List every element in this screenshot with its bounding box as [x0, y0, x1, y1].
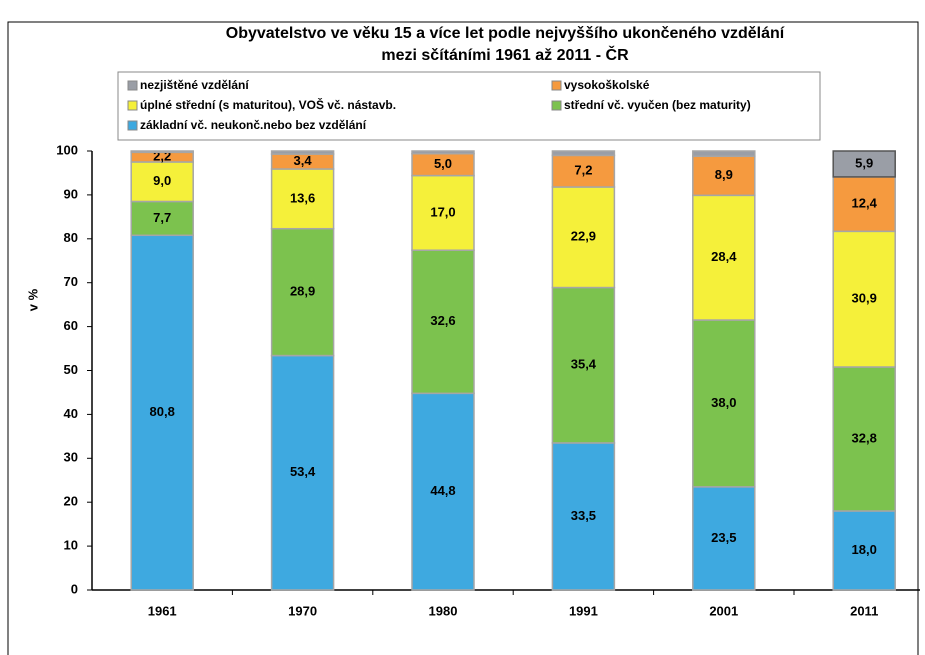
- legend-label: vysokoškolské: [564, 78, 650, 92]
- chart-subtitle: mezi sčítáními 1961 až 2011 - ČR: [381, 45, 629, 64]
- y-tick-label: 10: [64, 538, 78, 553]
- value-label: 80,8: [150, 404, 175, 419]
- value-label: 35,4: [571, 357, 597, 372]
- x-tick-label: 1961: [148, 603, 177, 618]
- bar-segment: [551, 150, 616, 157]
- value-label: 44,8: [430, 483, 455, 498]
- value-label: 32,6: [430, 313, 455, 328]
- value-label: 30,9: [852, 291, 877, 306]
- value-label: 13,6: [290, 190, 315, 205]
- value-label: 7,7: [153, 210, 171, 225]
- value-label: 17,0: [430, 204, 455, 219]
- value-label: 12,4: [852, 196, 878, 211]
- legend-swatch: [551, 100, 562, 111]
- value-label: 38,0: [711, 395, 736, 410]
- y-tick-label: 20: [64, 494, 78, 509]
- bar-segment: [411, 150, 475, 155]
- bar-segment: [692, 150, 756, 158]
- y-tick-label: 80: [64, 230, 78, 245]
- bar-segment: [832, 366, 896, 512]
- value-label: 53,4: [290, 464, 316, 479]
- bar-segment: [130, 150, 194, 154]
- bar-segment: [832, 230, 896, 368]
- bar-segment: [832, 150, 896, 178]
- value-label: 33,5: [571, 508, 596, 523]
- y-tick-label: 0: [71, 581, 78, 596]
- legend-label: střední vč. vyučen (bez maturity): [564, 98, 751, 112]
- bar-segment: [270, 227, 335, 357]
- x-tick-label: 2011: [850, 603, 878, 618]
- y-tick-label: 40: [64, 406, 78, 421]
- y-axis-label: v %: [25, 288, 40, 311]
- value-label: 3,4: [294, 153, 313, 168]
- y-tick-label: 30: [64, 450, 78, 465]
- x-tick-label: 1991: [569, 603, 598, 618]
- value-label: 28,9: [290, 284, 315, 299]
- legend-swatch: [127, 80, 138, 91]
- x-tick-label: 1980: [429, 603, 458, 618]
- x-tick-label: 1970: [288, 603, 317, 618]
- legend-swatch: [551, 80, 562, 91]
- value-label: 28,4: [711, 249, 737, 264]
- y-tick-label: 70: [64, 274, 78, 289]
- bar-segment: [832, 510, 896, 591]
- chart-title: Obyvatelstvo ve věku 15 a více let podle…: [226, 25, 785, 42]
- bar-segment: [551, 186, 616, 289]
- value-label: 5,0: [434, 156, 452, 171]
- bar-segment: [551, 442, 616, 591]
- value-label: 32,8: [852, 430, 877, 445]
- y-tick-label: 90: [64, 186, 78, 201]
- y-tick-label: 100: [56, 142, 78, 157]
- bar-segment: [692, 319, 756, 488]
- value-label: 23,5: [711, 530, 736, 545]
- legend-swatch: [127, 120, 138, 131]
- legend-label: základní vč. neukonč.nebo bez vzdělání: [140, 118, 367, 132]
- y-tick-label: 50: [64, 362, 78, 377]
- bar-segment: [411, 392, 475, 591]
- value-label: 7,2: [574, 163, 592, 178]
- legend-label: úplné střední (s maturitou), VOŠ vč. nás…: [140, 97, 396, 112]
- value-label: 8,9: [715, 167, 733, 182]
- bar-segment: [270, 150, 335, 155]
- bar-segment: [551, 286, 616, 444]
- bar-segment: [832, 176, 896, 233]
- legend-swatch: [127, 100, 138, 111]
- x-tick-label: 2001: [709, 603, 738, 618]
- bar-segment: [411, 174, 475, 251]
- legend-label: nezjištěné vzdělání: [140, 78, 249, 92]
- y-tick-label: 60: [64, 318, 78, 333]
- value-label: 22,9: [571, 229, 596, 244]
- bar-segment: [692, 486, 756, 591]
- legend-box: [117, 71, 821, 141]
- value-label: 5,9: [855, 155, 873, 170]
- value-label: 9,0: [153, 173, 171, 188]
- bar-segment: [270, 354, 335, 591]
- value-label: 18,0: [852, 542, 877, 557]
